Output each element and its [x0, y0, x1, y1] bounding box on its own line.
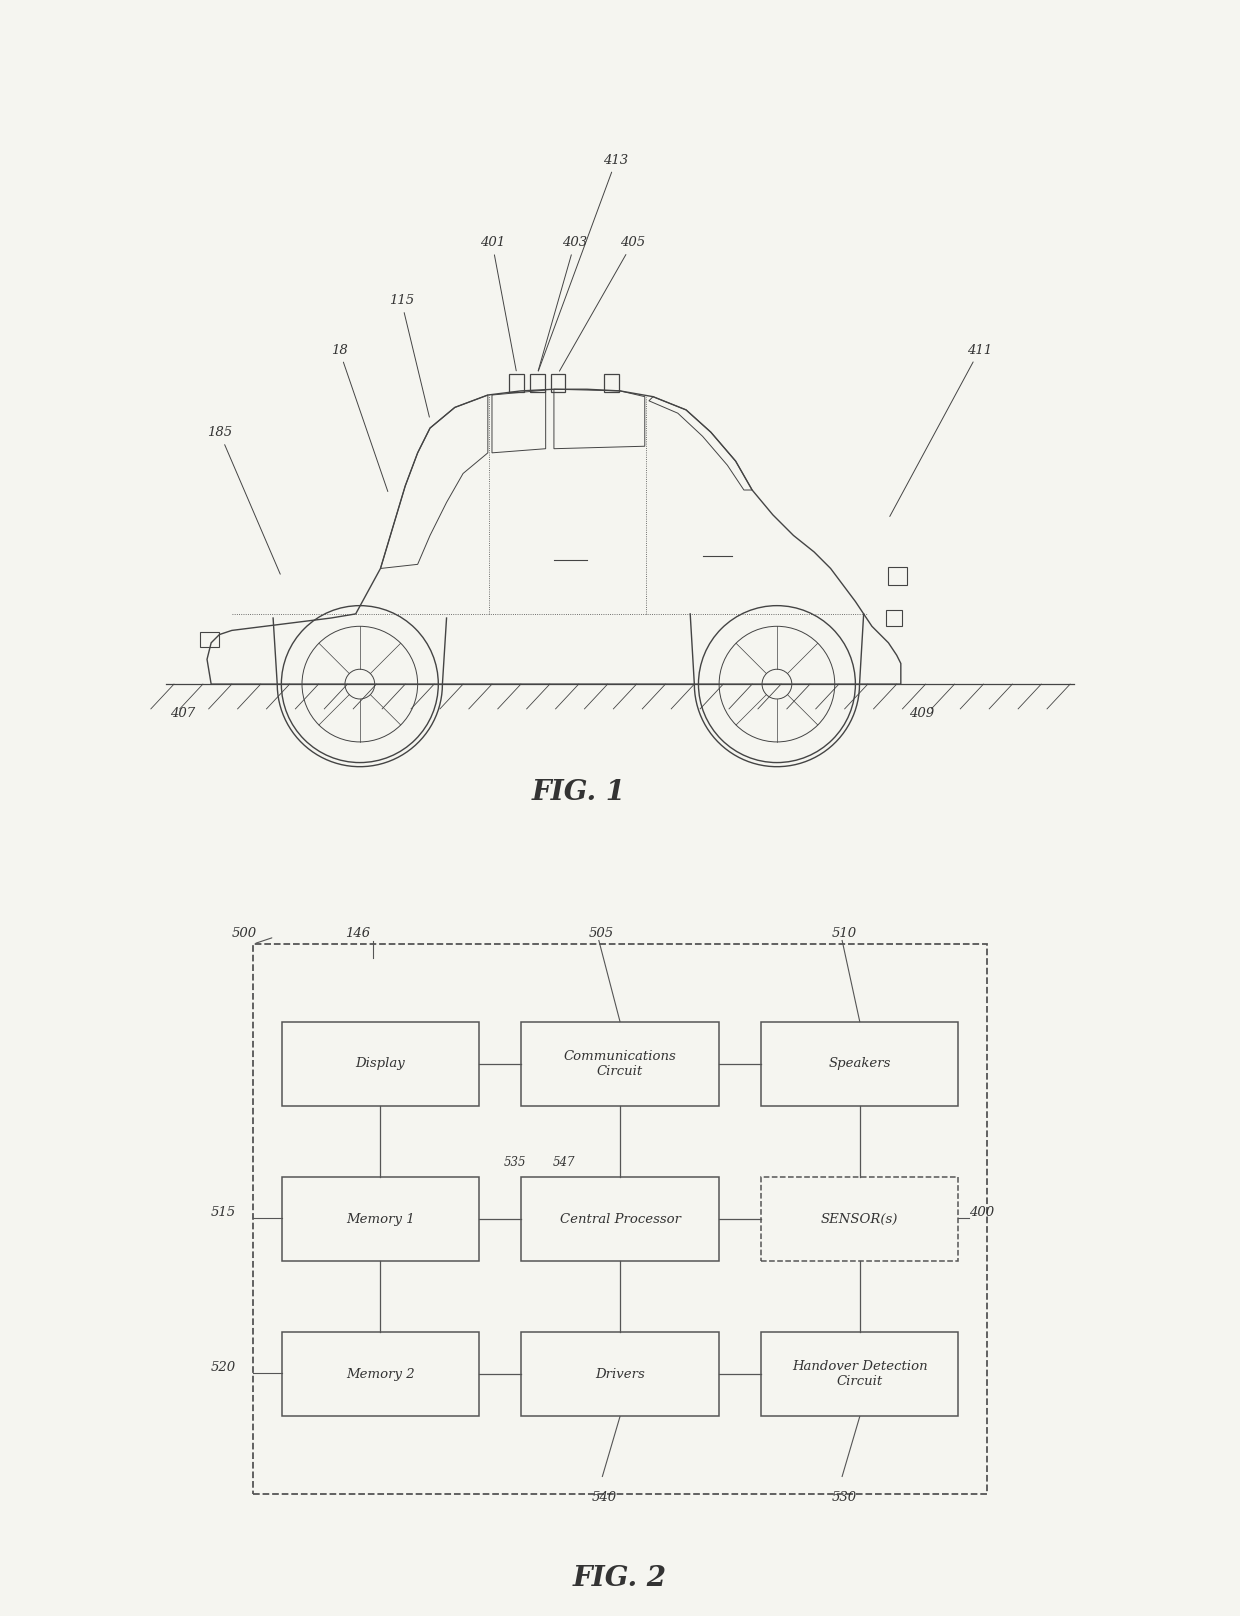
Text: SENSOR(s): SENSOR(s)	[821, 1212, 899, 1225]
Text: 185: 185	[207, 427, 280, 574]
Text: Speakers: Speakers	[828, 1057, 892, 1070]
Text: 409: 409	[909, 708, 934, 721]
Text: 115: 115	[388, 294, 429, 417]
Text: Drivers: Drivers	[595, 1367, 645, 1380]
Text: 407: 407	[170, 708, 195, 721]
Text: Memory 2: Memory 2	[346, 1367, 414, 1380]
Text: 400: 400	[968, 1206, 994, 1218]
Text: 547: 547	[553, 1155, 575, 1168]
Text: 146: 146	[345, 928, 370, 941]
Text: 520: 520	[211, 1361, 236, 1374]
Text: Central Processor: Central Processor	[559, 1212, 681, 1225]
Text: 403: 403	[538, 236, 588, 372]
Text: Handover Detection
Circuit: Handover Detection Circuit	[792, 1361, 928, 1388]
Text: 535: 535	[503, 1155, 526, 1168]
Text: 18: 18	[331, 344, 388, 491]
Text: Display: Display	[356, 1057, 405, 1070]
Text: 510: 510	[832, 928, 857, 941]
Text: 411: 411	[890, 344, 992, 517]
Text: 540: 540	[591, 1492, 618, 1504]
Text: 505: 505	[588, 928, 614, 941]
Text: 405: 405	[559, 236, 645, 372]
Text: FIG. 1: FIG. 1	[532, 779, 626, 806]
Text: 500: 500	[232, 928, 257, 941]
Text: 515: 515	[211, 1206, 236, 1218]
Text: Memory 1: Memory 1	[346, 1212, 414, 1225]
Text: FIG. 2: FIG. 2	[573, 1564, 667, 1592]
Text: 401: 401	[480, 236, 516, 370]
Text: 530: 530	[832, 1492, 857, 1504]
Text: 413: 413	[538, 154, 629, 372]
Text: Communications
Circuit: Communications Circuit	[564, 1050, 676, 1078]
